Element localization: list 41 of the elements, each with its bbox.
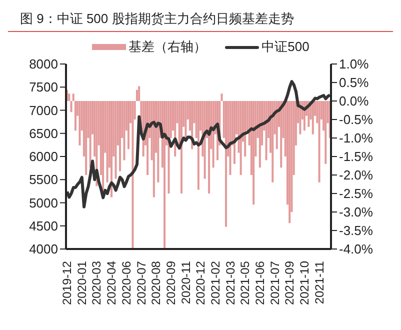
legend-label: 基差（右轴） [128, 38, 207, 56]
y-tick-label: 8000 [29, 56, 58, 72]
x-tick-label: 2021-02 [208, 260, 222, 306]
y2-tick-label: -4.0% [339, 242, 374, 257]
x-tick-label: 2021-03 [223, 260, 238, 306]
x-tick-label: 2020-03 [90, 260, 104, 306]
x-tick-label: 2021-10 [298, 260, 312, 306]
x-tick-label: 2020-11 [178, 260, 193, 304]
y-tick-label: 4000 [29, 242, 58, 257]
x-tick-label: 2020-01 [74, 260, 89, 306]
y2-tick-label: -1.0% [339, 130, 374, 146]
y2-tick-label: -1.5% [339, 149, 374, 164]
y2-tick-label: -3.5% [339, 223, 374, 238]
legend-label: 中证500 [260, 38, 310, 56]
x-tick-label: 2020-06 [119, 260, 134, 306]
y2-tick-label: 1.0% [339, 56, 370, 72]
x-tick-label: 2020-09 [164, 260, 178, 306]
x-tick-label: 2019-12 [60, 260, 74, 306]
y-tick-label: 7000 [29, 102, 58, 118]
y-tick-label: 6500 [29, 126, 58, 141]
y2-tick-label: -2.0% [339, 168, 374, 183]
x-tick-label: 2021-07 [268, 260, 282, 306]
y2-tick-label: -3.0% [339, 204, 374, 220]
x-tick-label: 2020-04 [104, 260, 119, 306]
y-tick-label: 5000 [29, 195, 58, 210]
x-tick-label: 2021-05 [238, 260, 252, 306]
x-tick-label: 2020-07 [134, 260, 148, 306]
y-tick-label: 7500 [29, 80, 58, 95]
x-tick-label: 2020-08 [149, 260, 164, 306]
y2-tick-label: 0.0% [339, 94, 370, 109]
x-tick-label: 2020-12 [194, 260, 208, 306]
x-tick-label: 2021-06 [252, 260, 267, 306]
x-tick-label: 2021-11 [312, 260, 326, 304]
y2-tick-label: -0.5% [339, 112, 374, 128]
y-tick-label: 6000 [29, 149, 58, 164]
x-tick-label: 2021-09 [282, 260, 297, 306]
y-tick-label: 4500 [29, 218, 58, 234]
y2-tick-label: 0.5% [339, 75, 370, 90]
chart-title: 图 9：中证 500 股指期货主力合约日频基差走势 [8, 8, 393, 32]
y2-tick-label: -2.5% [339, 186, 374, 202]
y-tick-label: 5500 [29, 172, 58, 188]
